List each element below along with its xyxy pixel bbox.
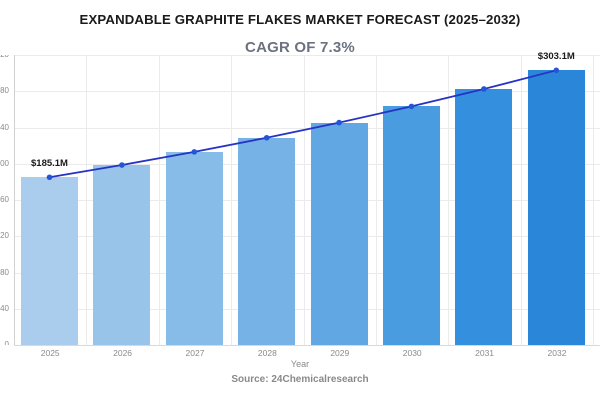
trend-marker-2032[interactable] [553, 67, 560, 74]
bar-value-label-2025: $185.1M [31, 158, 68, 170]
gridline-vertical [303, 55, 305, 345]
trend-marker-2030[interactable] [408, 103, 415, 110]
x-tick-label-2025: 2025 [40, 348, 60, 358]
source-note: Source: 24Chemicalresearch [231, 374, 369, 385]
chart-title: EXPANDABLE GRAPHITE FLAKES MARKET FORECA… [79, 12, 521, 27]
trend-marker-2025[interactable] [46, 174, 53, 181]
bar-2027[interactable] [165, 151, 223, 345]
bar-2025[interactable] [21, 177, 78, 345]
trend-marker-2031[interactable] [481, 86, 487, 92]
bar-2026[interactable] [93, 165, 151, 345]
x-tick-label-2032: 2032 [547, 348, 567, 358]
gridline-vertical [158, 55, 160, 345]
trend-marker-2027[interactable] [191, 149, 198, 155]
y-tick-label: 160 [0, 195, 9, 204]
gridline-horizontal [14, 236, 600, 238]
bar-value-label-2032: $303.1M [537, 51, 575, 63]
gridline-vertical [376, 55, 377, 345]
bar-2031[interactable] [455, 88, 513, 345]
x-axis-title: Year [290, 359, 310, 369]
gridline-horizontal [14, 55, 600, 56]
y-tick-label: 120 [0, 231, 9, 241]
gridline-horizontal [14, 91, 600, 93]
bar-2032[interactable] [527, 70, 585, 345]
gridline-vertical [231, 55, 233, 345]
y-tick-label: 320 [0, 55, 9, 59]
y-axis-line [14, 55, 15, 345]
bar-2028[interactable] [238, 137, 296, 345]
chart-subtitle: CAGR OF 7.3% [245, 39, 355, 56]
gridline-horizontal [14, 200, 600, 201]
gridline-vertical [86, 55, 88, 345]
x-axis-line [14, 345, 600, 346]
x-tick-label-2027: 2027 [185, 348, 205, 358]
gridline-horizontal [14, 127, 600, 129]
gridline-horizontal [14, 272, 600, 274]
gridline-vertical [593, 55, 595, 345]
y-tick-label: 40 [0, 303, 9, 313]
x-tick-label-2031: 2031 [475, 348, 495, 358]
trend-marker-2028[interactable] [263, 134, 270, 141]
y-axis-tick-labels: 0 40 80 120 160 200 240 280 320 [0, 55, 600, 345]
trend-marker-2026[interactable] [119, 162, 125, 168]
gridline-vertical [520, 55, 522, 345]
x-tick-label-2030: 2030 [402, 348, 422, 358]
gridline-horizontal [14, 308, 600, 310]
gridline-horizontal [14, 163, 600, 165]
y-tick-label: 80 [0, 267, 9, 277]
bar-2030[interactable] [383, 106, 440, 345]
trend-line-path [49, 69, 557, 179]
y-tick-label: 200 [0, 158, 9, 168]
gridline-vertical [448, 55, 450, 345]
y-tick-label: 240 [0, 122, 9, 132]
x-tick-label-2028: 2028 [257, 348, 277, 358]
y-tick-label: 280 [0, 86, 9, 96]
plot-area [14, 55, 600, 346]
y-tick-label: 0 [4, 340, 9, 345]
trend-line [46, 67, 560, 181]
x-tick-label-2026: 2026 [113, 348, 133, 358]
x-tick-label-2029: 2029 [330, 348, 350, 358]
trend-marker-2029[interactable] [336, 119, 342, 126]
bar-2029[interactable] [310, 122, 368, 345]
